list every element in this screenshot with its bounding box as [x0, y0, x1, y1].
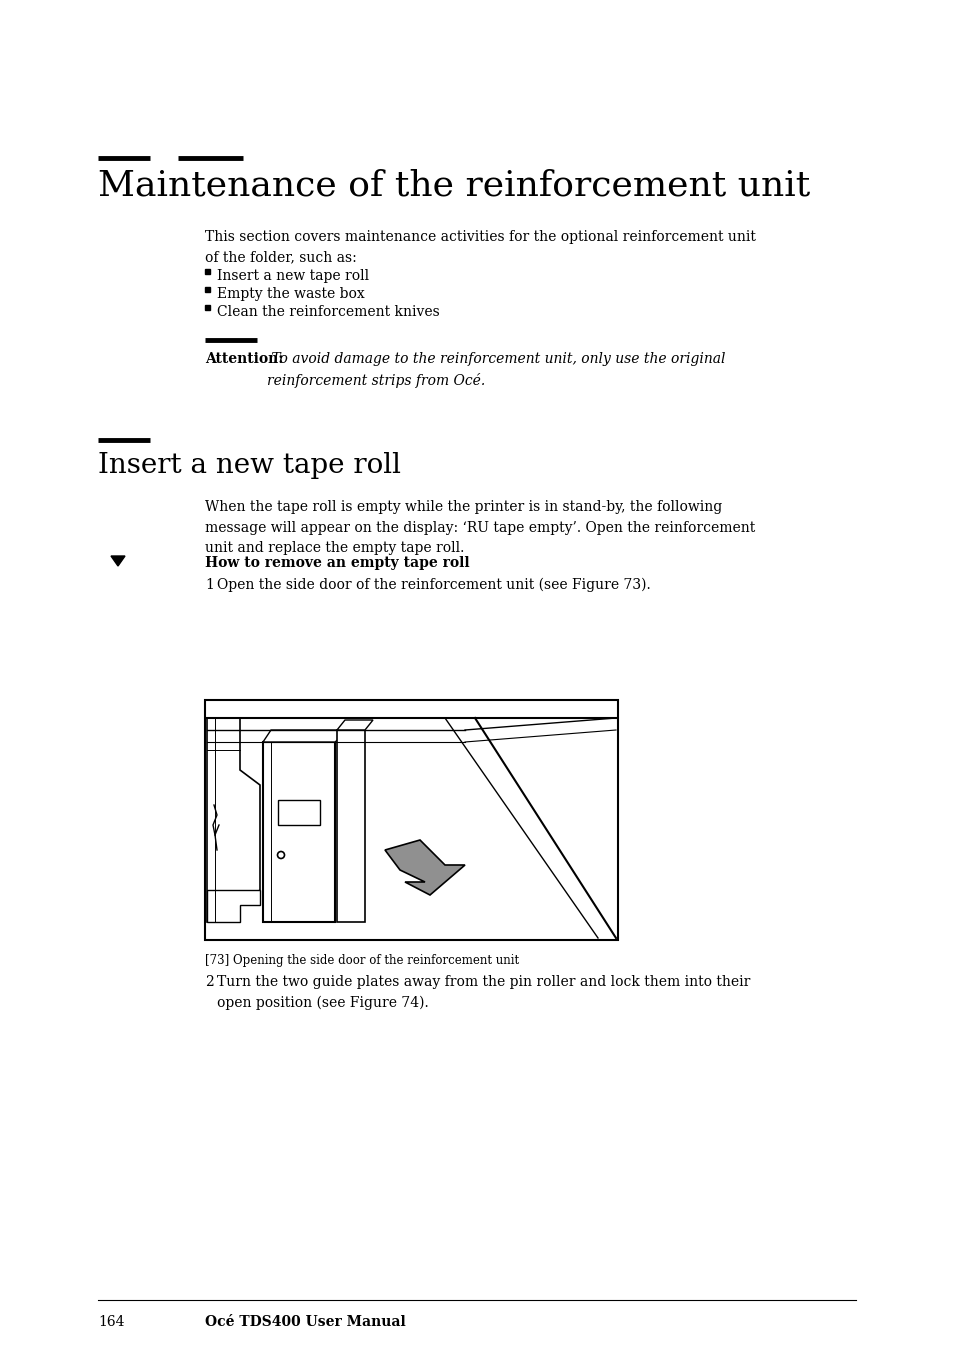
- Text: 1: 1: [205, 578, 213, 592]
- Polygon shape: [336, 720, 373, 730]
- Bar: [205, 269, 210, 274]
- Bar: [263, 742, 335, 921]
- Text: [73] Opening the side door of the reinforcement unit: [73] Opening the side door of the reinfo…: [205, 954, 518, 967]
- Text: Océ TDS400 User Manual: Océ TDS400 User Manual: [205, 1315, 405, 1329]
- Text: When the tape roll is empty while the printer is in stand-by, the following
mess: When the tape roll is empty while the pr…: [205, 500, 755, 555]
- Polygon shape: [359, 703, 616, 938]
- Bar: [277, 800, 319, 825]
- Text: Insert a new tape roll: Insert a new tape roll: [216, 269, 369, 282]
- Polygon shape: [385, 840, 464, 894]
- Text: Attention:: Attention:: [205, 353, 283, 366]
- Polygon shape: [263, 730, 350, 742]
- Text: Insert a new tape roll: Insert a new tape roll: [98, 453, 400, 480]
- Bar: [205, 286, 210, 292]
- Bar: [205, 305, 210, 309]
- Text: Clean the reinforcement knives: Clean the reinforcement knives: [216, 305, 439, 319]
- Bar: [336, 730, 365, 921]
- Text: Open the side door of the reinforcement unit (see Figure 73).: Open the side door of the reinforcement …: [216, 578, 650, 592]
- Text: To avoid damage to the reinforcement unit, only use the original
reinforcement s: To avoid damage to the reinforcement uni…: [267, 353, 724, 388]
- Text: Turn the two guide plates away from the pin roller and lock them into their
open: Turn the two guide plates away from the …: [216, 975, 750, 1011]
- Bar: [205, 700, 618, 940]
- Polygon shape: [207, 890, 260, 921]
- Text: Empty the waste box: Empty the waste box: [216, 286, 364, 301]
- Polygon shape: [207, 717, 260, 921]
- Text: 164: 164: [98, 1315, 125, 1329]
- Text: Maintenance of the reinforcement unit: Maintenance of the reinforcement unit: [98, 168, 809, 203]
- Text: 2: 2: [205, 975, 213, 989]
- Text: How to remove an empty tape roll: How to remove an empty tape roll: [205, 557, 469, 570]
- Text: This section covers maintenance activities for the optional reinforcement unit
o: This section covers maintenance activiti…: [205, 230, 755, 265]
- Polygon shape: [111, 557, 125, 566]
